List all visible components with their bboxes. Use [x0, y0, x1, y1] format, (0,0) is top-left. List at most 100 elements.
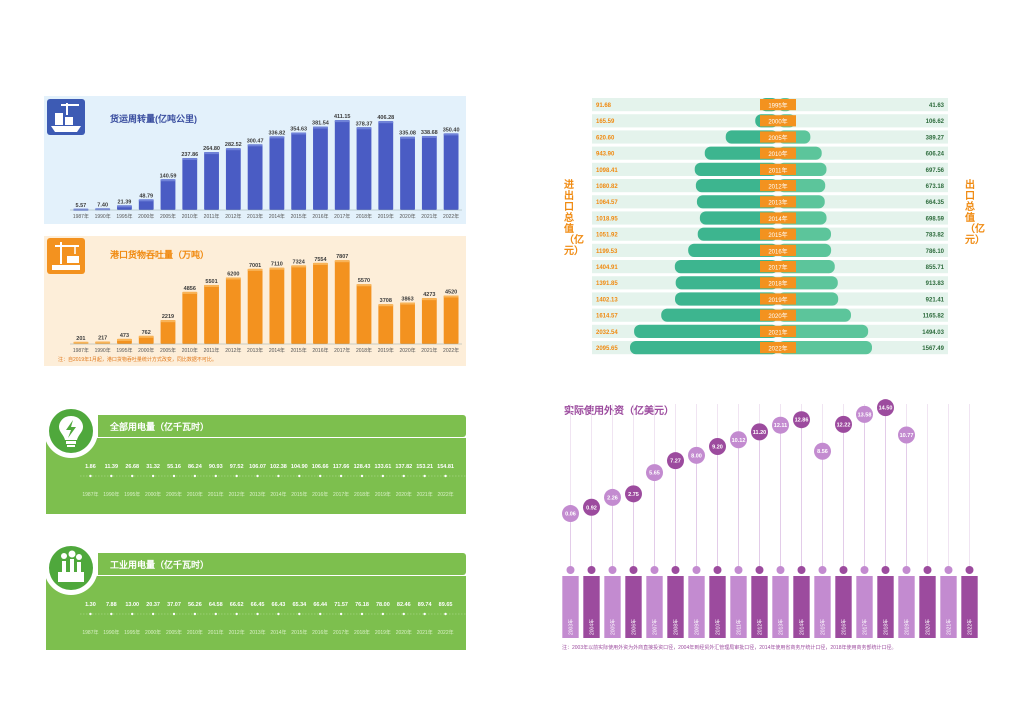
fdi-bubble	[730, 431, 747, 449]
power-dot	[381, 612, 385, 616]
year-column	[751, 576, 768, 638]
power-year: 2016年	[312, 629, 328, 636]
x-tick-label: 2021年	[421, 347, 437, 354]
year-tag	[760, 99, 796, 111]
power-value: 90.93	[209, 464, 223, 470]
bar-cap	[117, 205, 132, 208]
bar-value-label: 4520	[445, 289, 457, 295]
year-column	[919, 576, 936, 638]
power-year: 2010年	[187, 491, 203, 498]
export-bar	[778, 308, 851, 322]
power-industry-body	[46, 576, 466, 650]
power-year: 2000年	[145, 629, 161, 636]
fdi-bubble	[772, 416, 789, 434]
fdi-value-label: 2.26	[607, 495, 618, 501]
bar	[356, 284, 372, 344]
bar	[160, 320, 176, 344]
import-export-value: 165.59	[596, 119, 615, 125]
x-tick-label: 2014年	[269, 213, 285, 220]
power-value: 66.45	[251, 602, 265, 608]
bar-value-label: 406.28	[377, 115, 394, 121]
power-value: 153.21	[416, 464, 433, 470]
year-column	[835, 576, 852, 638]
x-tick-label: 2016年	[312, 347, 328, 354]
power-value: 82.46	[397, 602, 411, 608]
bar	[182, 158, 198, 210]
port-title: 港口货物吞吐量（万吨）	[110, 250, 210, 260]
power-year: 2013年	[249, 491, 265, 498]
fdi-value-label: 8.00	[691, 453, 702, 459]
year-column	[625, 576, 642, 638]
bar	[334, 260, 350, 344]
power-dot	[402, 474, 405, 478]
bar	[313, 126, 328, 210]
freight-title: 货运周转量(亿吨公里)	[110, 114, 197, 124]
year-label: 2018年	[768, 280, 787, 288]
year-column	[877, 576, 894, 638]
bar-cap	[334, 120, 350, 123]
power-value: 89.74	[418, 602, 433, 608]
x-tick-label: 2018年	[356, 347, 372, 354]
year-column	[772, 576, 789, 638]
import-export-bar	[675, 292, 778, 306]
bar-cap	[291, 132, 307, 135]
power-value: 78.00	[376, 602, 390, 608]
year-label: 1995年	[768, 102, 787, 110]
x-tick-label: 2010年	[182, 213, 198, 220]
import-export-bar	[661, 308, 778, 322]
power-dot	[319, 474, 322, 478]
year-column	[688, 576, 705, 638]
bar-cap	[117, 338, 132, 341]
power-dot	[277, 474, 280, 478]
x-tick-label: 1990年	[95, 213, 111, 220]
bar-value-label: 7001	[249, 263, 261, 269]
bar-cap	[269, 136, 285, 139]
power-year: 2015年	[291, 629, 307, 636]
export-value: 606.24	[926, 152, 945, 158]
trade-left-label: 进出口总值（亿元）	[564, 180, 584, 257]
money-bag-icon	[650, 566, 659, 574]
fdi-year-label: 2007年	[652, 619, 659, 635]
money-bag-icon	[671, 566, 680, 574]
import-export-value: 620.60	[596, 135, 615, 141]
x-tick-label: 2018年	[356, 213, 372, 220]
fdi-year-label: 2022年	[967, 619, 974, 635]
import-export-value: 2032.54	[596, 330, 618, 336]
year-label: 2022年	[768, 345, 787, 353]
bar-value-label: 7.40	[97, 202, 108, 208]
money-bag-icon	[587, 566, 596, 574]
x-tick-label: 2014年	[269, 347, 285, 354]
bar-value-label: 237.86	[181, 152, 198, 158]
power-year: 2012年	[229, 629, 245, 636]
fdi-bubble	[751, 423, 768, 441]
power-dot	[423, 612, 426, 616]
bar	[443, 295, 459, 344]
fdi-value-label: 13.58	[858, 412, 872, 418]
money-bag-icon	[965, 566, 974, 574]
power-year: 2022年	[437, 629, 453, 636]
bar-cap	[247, 144, 263, 147]
year-tag	[760, 325, 796, 337]
x-tick-label: 2019年	[378, 347, 394, 354]
power-dot	[193, 612, 197, 616]
money-bag-icon	[881, 566, 890, 574]
year-tag	[760, 163, 796, 175]
power-year: 2016年	[312, 491, 328, 498]
year-tag	[760, 212, 796, 224]
power-year: 2017年	[333, 491, 349, 498]
power-year: 1990年	[103, 491, 119, 498]
import-export-value: 1018.95	[596, 216, 618, 222]
power-value: 86.24	[188, 464, 203, 470]
power-dot	[256, 474, 259, 478]
power-value: 66.43	[272, 602, 286, 608]
import-export-value: 1098.41	[596, 168, 618, 174]
bar-cap	[160, 179, 176, 182]
x-tick-label: 2010年	[182, 347, 198, 354]
bar-value-label: 7324	[293, 259, 306, 265]
fdi-value-label: 10.12	[732, 438, 746, 444]
export-value: 673.18	[926, 184, 945, 190]
fdi-note: 注：2003年以前实际使用外资为外商直接投资口径，2004年到经贸外汇管理局审批…	[562, 645, 897, 651]
bar-cap	[313, 126, 328, 129]
bar-cap	[160, 320, 176, 323]
bar	[313, 262, 328, 344]
